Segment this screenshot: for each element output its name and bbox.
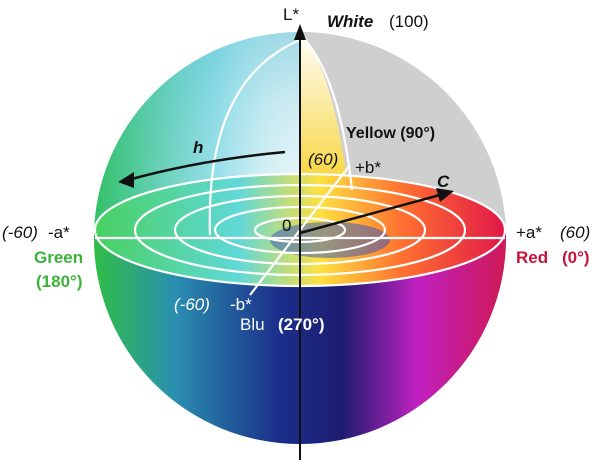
blue-label: Blu bbox=[240, 315, 265, 334]
plus-b-label: +b* bbox=[355, 158, 381, 177]
minus-a-value: (-60) bbox=[2, 223, 38, 242]
green-angle: (180°) bbox=[36, 272, 83, 291]
red-angle: (0°) bbox=[562, 248, 590, 267]
hue-arrow bbox=[127, 150, 286, 182]
l-axis-label: L* bbox=[283, 5, 300, 24]
yellow-label: Yellow (90°) bbox=[346, 125, 436, 142]
minus-b-value: (-60) bbox=[174, 295, 210, 314]
white-value: (100) bbox=[389, 12, 429, 31]
red-label: Red bbox=[516, 248, 549, 267]
origin-label: 0 bbox=[282, 216, 292, 235]
plus-b-value: (60) bbox=[308, 150, 339, 169]
l-axis-arrowhead bbox=[294, 24, 306, 40]
chroma-label: C bbox=[437, 172, 450, 191]
minus-b-label: -b* bbox=[230, 295, 252, 314]
chroma-arrow bbox=[299, 193, 441, 235]
plus-a-label: +a* bbox=[516, 223, 542, 242]
white-label: White bbox=[327, 12, 374, 31]
plus-a-value: (60) bbox=[560, 223, 591, 242]
blue-angle: (270°) bbox=[278, 315, 325, 334]
green-label: Green bbox=[34, 248, 84, 267]
minus-a-label: -a* bbox=[48, 223, 70, 242]
hue-label: h bbox=[193, 138, 204, 157]
